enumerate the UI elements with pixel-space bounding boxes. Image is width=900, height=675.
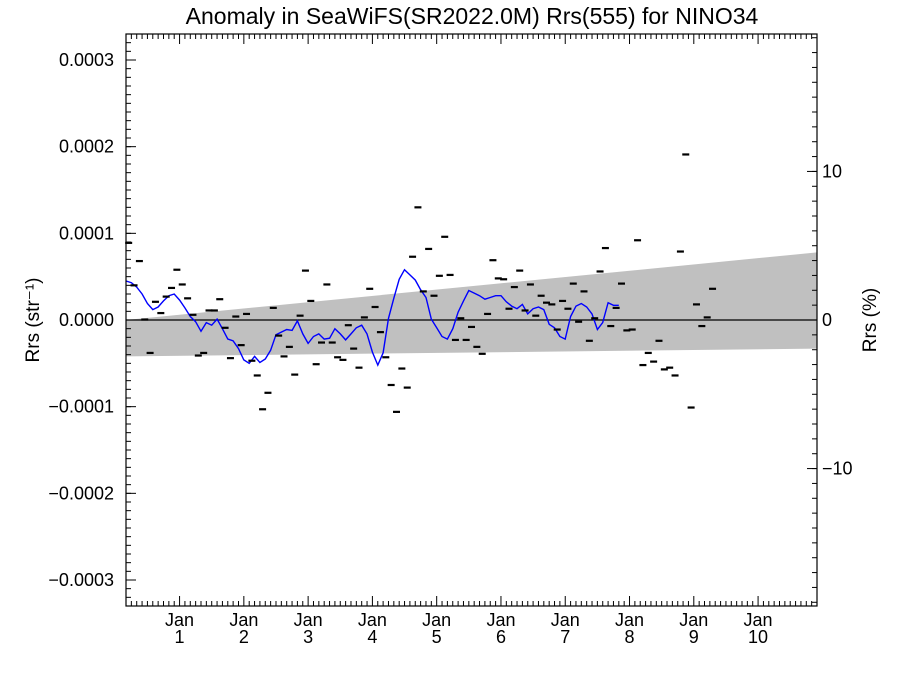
x-tick-label-year: 4 (367, 627, 377, 647)
x-tick-label-year: 6 (496, 627, 506, 647)
y-tick-label-left: −0.0002 (48, 483, 114, 503)
x-tick-label-year: 7 (560, 627, 570, 647)
y-axis-label-right: Rrs (%) (860, 288, 881, 352)
band-area (126, 252, 817, 357)
x-tick-label-year: 5 (432, 627, 442, 647)
monthly-points (125, 153, 717, 413)
x-tick-label-month: Jan (294, 610, 323, 630)
x-tick-label-month: Jan (229, 610, 258, 630)
running-mean-line (125, 268, 619, 367)
x-tick-label-month: Jan (358, 610, 387, 630)
x-tick-label-month: Jan (486, 610, 515, 630)
y-tick-label-left: 0.0000 (59, 310, 114, 330)
x-tick-label-month: Jan (165, 610, 194, 630)
x-tick-label-month: Jan (551, 610, 580, 630)
running-mean-path (125, 268, 619, 367)
x-tick-label-year: 8 (625, 627, 635, 647)
y-tick-label-left: 0.0003 (59, 50, 114, 70)
x-tick-label-month: Jan (615, 610, 644, 630)
x-tick-label-year: 3 (303, 627, 313, 647)
x-tick-label-month: Jan (744, 610, 773, 630)
y-axis-right: 10 0 −10 (807, 37, 853, 603)
y-tick-label-left: −0.0001 (48, 397, 114, 417)
y-axis-left: 0.0003 0.0002 0.0001 0.0000 −0.0001 −0.0002 −0… (48, 42, 136, 598)
y-tick-label-right: 0 (822, 310, 832, 330)
chart-title: Anomaly in SeaWiFS(SR2022.0M) Rrs(555) f… (186, 3, 759, 29)
x-tick-label-year: 10 (748, 627, 768, 647)
x-tick-label-year: 2 (239, 627, 249, 647)
y-tick-label-left: 0.0001 (59, 223, 114, 243)
x-axis: Jan1Jan2Jan3Jan4Jan5Jan6Jan7Jan8Jan9Jan1… (130, 34, 813, 647)
y-tick-label-right: 10 (822, 161, 842, 181)
y-tick-label-left: 0.0002 (59, 137, 114, 157)
uncertainty-band (126, 252, 817, 357)
y-tick-label-left: −0.0003 (48, 570, 114, 590)
y-axis-label-left: Rrs (str⁻¹) (23, 278, 44, 363)
x-tick-label-month: Jan (679, 610, 708, 630)
x-tick-label-year: 9 (689, 627, 699, 647)
x-tick-label-year: 1 (175, 627, 185, 647)
y-tick-label-right: −10 (822, 459, 853, 479)
x-tick-label-month: Jan (422, 610, 451, 630)
